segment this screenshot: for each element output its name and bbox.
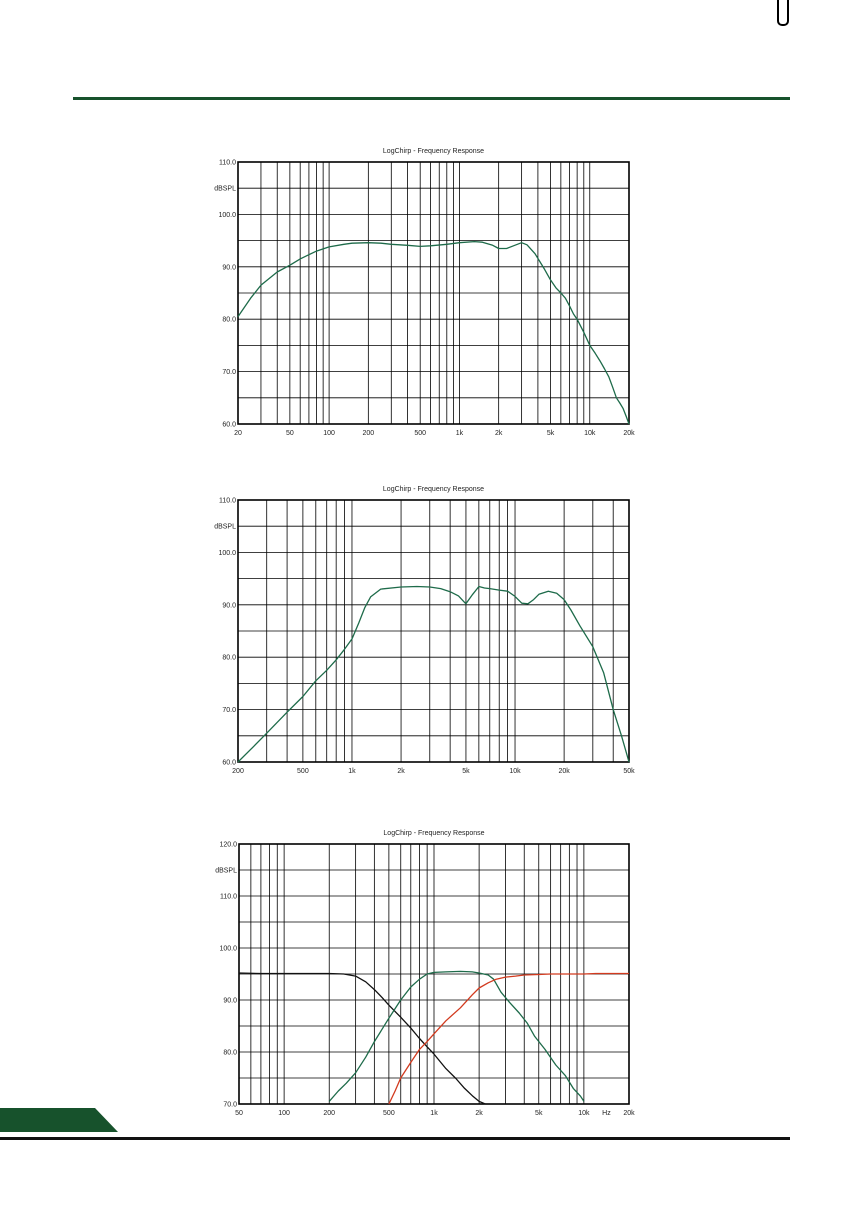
plot-frame [237,499,630,763]
x-tick-label: 10k [584,430,596,437]
series-line-1 [237,240,630,425]
y-tick-label: 90.0 [223,998,237,1005]
x-tick-label: 20 [234,430,242,437]
x-tick-label: 200 [232,768,244,775]
y-tick-label: 100.0 [218,212,236,219]
chart-title: LogChirp - Frequency Response [383,830,484,837]
x-tick-label: 1k [430,1110,438,1117]
series-line-2 [328,970,585,1102]
chart-3-svg: LogChirp - Frequency Response 70.0 80.0 90.… [215,830,635,1117]
y-tick-label: 110.0 [219,160,236,167]
x-tick-label: 50k [623,768,635,775]
x-tick-label: 200 [323,1110,335,1117]
header-rule [73,97,790,100]
chart-title: LogChirp - Frequency Response [383,148,484,155]
footer-rule [0,1137,790,1140]
y-tick-label: 70.0 [223,1102,237,1109]
y-tick-label: 70.0 [222,369,236,376]
x-tick-label: 500 [383,1110,395,1117]
corner-tab-shape [0,1108,118,1132]
series-line-3 [388,972,629,1105]
x-tick-label: 10k [509,768,521,775]
x-tick-label: 50 [235,1110,243,1117]
y-axis-label: dBSPL [215,868,237,875]
x-tick-label: 200 [362,430,374,437]
y-tick-label: 80.0 [222,317,236,324]
chart-3: LogChirp - Frequency Response 70.0 80.0 90.… [190,823,650,1123]
x-tick-label: 100 [323,430,335,437]
chart-2: LogChirp - Frequency Response 60.0 70.0 80.… [190,480,650,780]
x-tick-label: 2k [475,1110,483,1117]
y-tick-label: 80.0 [223,1050,237,1057]
page-bookmark-icon [777,0,789,26]
y-tick-label: 120.0 [219,842,237,849]
y-tick-label: 60.0 [222,422,236,429]
x-tick-label: 100 [278,1110,290,1117]
x-tick-label: 10k [578,1110,590,1117]
x-tick-label: 2k [397,768,405,775]
y-axis-label: dBSPL [214,524,236,531]
x-tick-label: 1k [348,768,356,775]
y-tick-label: 110.0 [220,894,237,901]
x-tick-label: 2k [495,430,503,437]
x-tick-label: 500 [297,768,309,775]
x-tick-label: 5k [462,768,470,775]
chart-1: LogChirp - Frequency Response 60.0 70.0 80.… [190,142,650,442]
chart-1-svg: LogChirp - Frequency Response 60.0 70.0 80.… [214,148,635,437]
y-tick-label: 90.0 [222,264,236,271]
chart-title: LogChirp - Frequency Response [383,486,484,493]
y-tick-label: 80.0 [222,655,236,662]
y-tick-label: 90.0 [222,602,236,609]
x-tick-label: 50 [286,430,294,437]
x-tick-label: 500 [414,430,426,437]
x-tick-label: 5k [547,430,555,437]
y-axis-label: dBSPL [214,186,236,193]
y-tick-label: 110.0 [219,498,236,505]
x-tick-label: 20k [623,430,635,437]
x-tick-label: 1k [456,430,464,437]
grid [238,500,629,762]
y-tick-label: 60.0 [222,760,236,767]
x-tick-label: 5k [535,1110,543,1117]
series-line-1 [237,585,630,763]
series-line-1 [238,972,486,1105]
y-tick-label: 70.0 [222,707,236,714]
x-tick-label: 20k [558,768,570,775]
corner-tab [0,1108,118,1132]
x-tick-label: 20k [623,1110,635,1117]
y-tick-label: 100.0 [219,946,237,953]
x-unit-label: Hz [602,1110,611,1117]
y-tick-label: 100.0 [218,550,236,557]
grid [239,844,629,1104]
chart-2-svg: LogChirp - Frequency Response 60.0 70.0 80.… [214,486,635,775]
plot-frame [237,161,630,425]
